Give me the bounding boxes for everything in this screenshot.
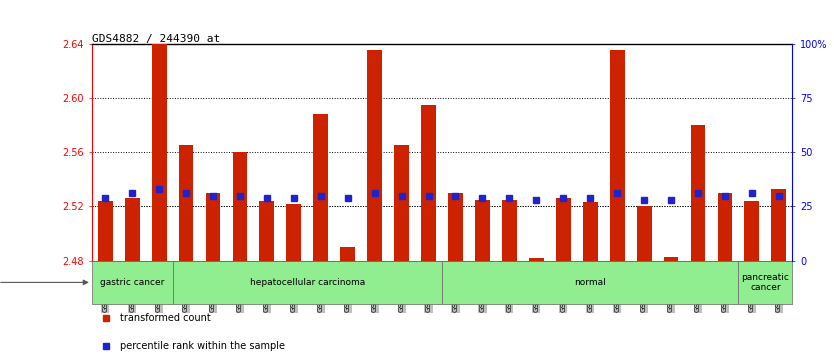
Bar bbox=[314, 114, 329, 261]
Bar bbox=[664, 257, 679, 261]
Bar bbox=[442, 261, 738, 304]
Bar bbox=[92, 261, 173, 304]
Bar bbox=[125, 198, 139, 261]
Bar bbox=[717, 193, 732, 261]
Text: transformed count: transformed count bbox=[120, 313, 210, 323]
Text: percentile rank within the sample: percentile rank within the sample bbox=[120, 340, 284, 351]
Text: gastric cancer: gastric cancer bbox=[100, 278, 164, 287]
Bar bbox=[152, 44, 167, 261]
Bar bbox=[691, 125, 706, 261]
Bar bbox=[98, 201, 113, 261]
Text: GDS4882 / 244390_at: GDS4882 / 244390_at bbox=[92, 33, 220, 44]
Text: pancreatic
cancer: pancreatic cancer bbox=[741, 273, 789, 292]
Bar bbox=[475, 200, 490, 261]
Bar bbox=[771, 189, 786, 261]
Bar bbox=[394, 145, 409, 261]
Bar bbox=[286, 204, 301, 261]
Bar bbox=[745, 201, 759, 261]
Text: hepatocellular carcinoma: hepatocellular carcinoma bbox=[249, 278, 365, 287]
Bar bbox=[259, 201, 274, 261]
Bar bbox=[367, 50, 382, 261]
Bar bbox=[502, 200, 517, 261]
Bar bbox=[173, 261, 442, 304]
Bar bbox=[340, 247, 355, 261]
Bar bbox=[448, 193, 463, 261]
Bar bbox=[636, 207, 651, 261]
Bar bbox=[233, 152, 248, 261]
Bar bbox=[205, 193, 220, 261]
Bar bbox=[583, 202, 598, 261]
Bar bbox=[529, 258, 544, 261]
Bar bbox=[421, 105, 436, 261]
Text: normal: normal bbox=[575, 278, 606, 287]
Bar bbox=[178, 145, 193, 261]
Text: disease state: disease state bbox=[0, 277, 88, 287]
Bar bbox=[738, 261, 792, 304]
Bar bbox=[610, 50, 625, 261]
Bar bbox=[556, 198, 570, 261]
